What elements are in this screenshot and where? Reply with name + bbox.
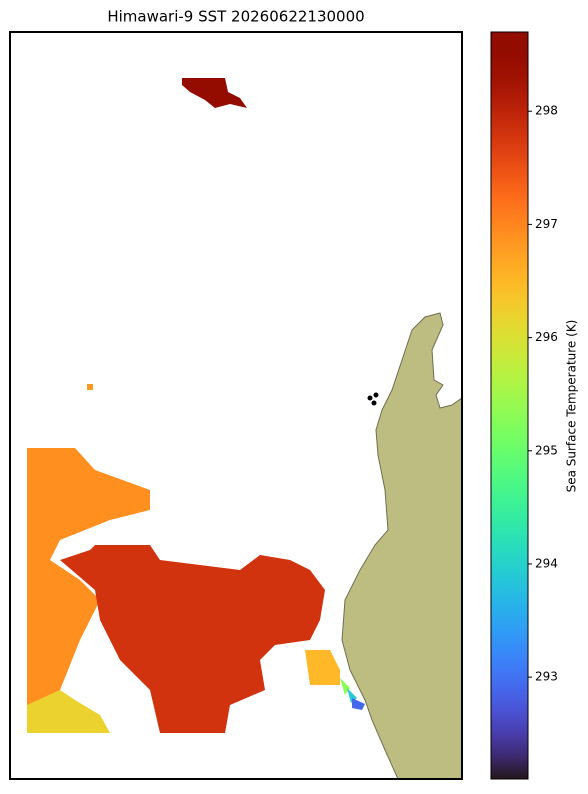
sst-region (60, 545, 325, 733)
colorbar-tick-label: 296 (535, 330, 558, 344)
marker (371, 400, 377, 406)
colorbar-label: Sea Surface Temperature (K) (565, 320, 579, 493)
sst-region (340, 678, 350, 695)
chart-title: Himawari-9 SST 20260622130000 (107, 8, 364, 26)
sst-region (27, 448, 150, 733)
colorbar-tick-label: 297 (535, 217, 558, 231)
map-frame (9, 31, 463, 780)
sst-region (182, 78, 247, 108)
marker (367, 395, 373, 401)
colorbar-tick-label: 294 (535, 556, 558, 570)
land (341, 312, 463, 780)
map (9, 31, 463, 780)
marker (373, 392, 379, 398)
sst-region (87, 384, 93, 390)
sst-region (27, 690, 110, 733)
colorbar-tick-label: 295 (535, 443, 558, 457)
colorbar (490, 31, 529, 780)
colorbar-tick-label: 293 (535, 670, 558, 684)
colorbar-tick-label: 298 (535, 104, 558, 118)
sst-region (305, 650, 340, 685)
sst-region (352, 698, 365, 710)
